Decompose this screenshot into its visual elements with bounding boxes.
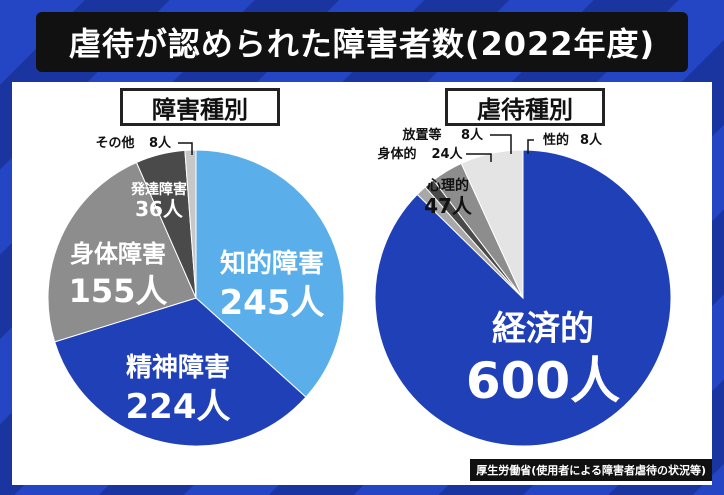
label-economic: 経済的 [492,309,594,349]
value-intellectual: 245人 [220,283,325,323]
value-mental: 224人 [126,387,231,427]
value-psychological: 47人 [424,194,473,218]
label-developmental: 発達障害 [130,181,187,198]
source-credit: 厚生労働省(使用者による障害者虐待の状況等) [470,459,712,481]
value-sexual: 8人 [580,132,603,148]
label-physical-abuse: 身体的 [377,146,416,162]
label-intellectual: 知的障害 [220,248,324,279]
label-mental: 精神障害 [126,352,230,383]
label-other: その他 [95,135,134,151]
leader-line-sexual [527,139,534,154]
page-title: 虐待が認められた障害者数(2022年度) [36,12,688,72]
value-physical-abuse: 24人 [431,146,463,162]
value-physical: 155人 [69,272,168,310]
slice-physical [47,161,197,343]
label-sexual: 性的 [543,132,569,148]
leader-line-other [178,142,193,155]
value-economic: 600人 [466,352,620,410]
slice-other [184,149,197,299]
label-physical: 身体障害 [70,240,166,268]
slice-intellectual [195,149,345,398]
value-neglect: 8人 [461,127,484,143]
chart-title-disability-type: 障害種別 [120,88,280,126]
leader-line-physical-abuse [466,153,492,162]
value-other: 8人 [149,135,172,151]
value-developmental: 36人 [135,197,184,221]
label-psychological: 心理的 [427,177,469,194]
slice-mental [54,297,307,447]
label-neglect: 放置等 [401,127,441,143]
chart-title-abuse-type: 虐待種別 [445,88,605,126]
leader-line-neglect [490,134,512,154]
